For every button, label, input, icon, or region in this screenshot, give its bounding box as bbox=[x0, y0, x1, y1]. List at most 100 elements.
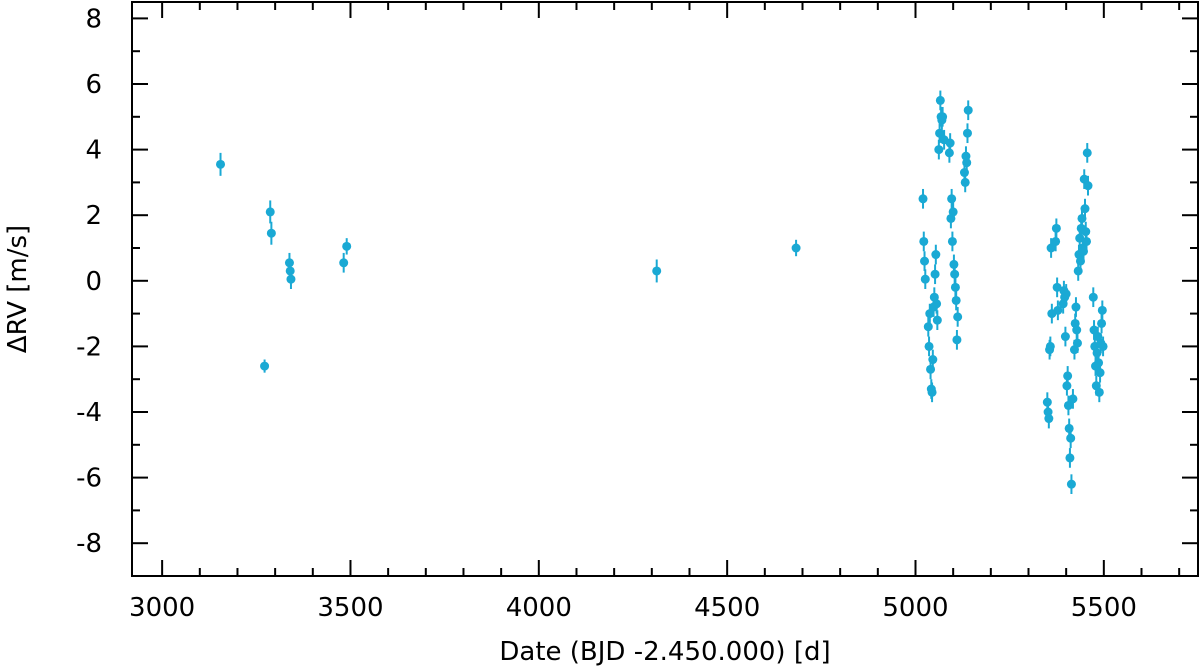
data-marker bbox=[962, 128, 972, 138]
data-marker bbox=[1094, 387, 1104, 397]
data-point bbox=[928, 349, 938, 370]
data-point bbox=[1052, 277, 1062, 298]
data-marker bbox=[1051, 223, 1061, 233]
data-marker bbox=[932, 315, 942, 325]
data-point bbox=[1071, 297, 1081, 317]
data-marker bbox=[934, 145, 944, 155]
data-marker bbox=[920, 274, 930, 284]
data-marker bbox=[286, 274, 296, 284]
data-marker bbox=[1065, 453, 1075, 463]
data-marker bbox=[1080, 204, 1090, 214]
data-marker bbox=[1082, 148, 1092, 158]
data-marker bbox=[216, 159, 226, 169]
data-marker bbox=[1053, 305, 1063, 315]
x-tick-label: 5500 bbox=[1071, 593, 1137, 623]
data-point bbox=[1066, 474, 1076, 494]
data-point bbox=[948, 202, 958, 222]
y-tick-label: -8 bbox=[76, 529, 102, 559]
data-point bbox=[1063, 366, 1073, 386]
data-marker bbox=[931, 250, 941, 260]
data-point bbox=[1061, 284, 1071, 304]
data-point bbox=[951, 290, 961, 311]
data-marker bbox=[652, 266, 662, 276]
data-marker bbox=[1082, 236, 1092, 246]
data-point bbox=[286, 269, 296, 289]
data-point bbox=[1097, 300, 1107, 321]
plot-frame bbox=[131, 1, 1199, 577]
data-marker bbox=[1060, 332, 1070, 342]
data-marker bbox=[960, 177, 970, 187]
data-marker bbox=[1098, 341, 1108, 351]
data-point bbox=[924, 336, 934, 357]
data-point bbox=[1045, 336, 1055, 357]
data-marker bbox=[1072, 338, 1082, 348]
data-marker bbox=[923, 322, 933, 332]
data-marker bbox=[963, 105, 973, 115]
y-tick-label: -4 bbox=[76, 398, 102, 428]
data-marker bbox=[950, 269, 960, 279]
data-point bbox=[260, 359, 270, 373]
data-point bbox=[947, 231, 957, 252]
data-point bbox=[963, 100, 973, 121]
data-point bbox=[265, 200, 275, 224]
data-point bbox=[266, 221, 276, 245]
data-point bbox=[947, 188, 957, 209]
y-tick-label: -2 bbox=[76, 332, 102, 362]
data-marker bbox=[951, 295, 961, 305]
data-marker bbox=[1063, 371, 1073, 381]
data-marker bbox=[1097, 318, 1107, 328]
data-points bbox=[216, 90, 1108, 494]
data-marker bbox=[1072, 325, 1082, 335]
data-point bbox=[1051, 218, 1061, 239]
y-tick-label: 8 bbox=[85, 4, 102, 34]
data-point bbox=[945, 133, 955, 153]
data-point bbox=[1082, 231, 1092, 252]
data-point bbox=[935, 123, 945, 144]
data-marker bbox=[928, 355, 938, 365]
data-marker bbox=[1088, 292, 1098, 302]
data-marker bbox=[952, 335, 962, 345]
data-marker bbox=[935, 128, 945, 138]
data-point bbox=[339, 252, 349, 273]
data-marker bbox=[962, 158, 972, 168]
data-point bbox=[927, 382, 937, 403]
data-point bbox=[1044, 408, 1054, 429]
data-point bbox=[1060, 326, 1070, 347]
x-tick-label: 4500 bbox=[694, 593, 760, 623]
data-marker bbox=[945, 138, 955, 148]
data-point bbox=[938, 106, 948, 127]
data-point bbox=[918, 188, 928, 209]
data-marker bbox=[920, 256, 930, 266]
data-marker bbox=[1052, 282, 1062, 292]
data-marker bbox=[1094, 358, 1104, 368]
data-marker bbox=[1046, 243, 1056, 253]
y-axis-title: ΔRV [m/s] bbox=[3, 225, 33, 353]
data-point bbox=[932, 310, 942, 330]
data-marker bbox=[1095, 368, 1105, 378]
y-tick-label: -6 bbox=[76, 464, 102, 494]
data-marker bbox=[953, 312, 963, 322]
data-marker bbox=[932, 299, 942, 309]
data-marker bbox=[927, 387, 937, 397]
axis-ticks bbox=[132, 2, 1198, 577]
data-marker bbox=[266, 228, 276, 238]
data-point bbox=[923, 316, 933, 337]
data-point bbox=[920, 251, 930, 271]
x-axis-title: Date (BJD -2.450.000) [d] bbox=[499, 637, 830, 667]
data-point bbox=[953, 307, 963, 327]
data-marker bbox=[265, 207, 275, 217]
data-point bbox=[962, 152, 972, 173]
data-marker bbox=[935, 95, 945, 105]
data-point bbox=[216, 152, 226, 176]
tick-labels: 3000 3500 4000 4500 5000 5500 -8 -6 -4 -2 0 2 4 6 8 bbox=[76, 4, 1137, 623]
data-point bbox=[960, 172, 970, 193]
data-marker bbox=[919, 236, 929, 246]
data-point bbox=[1082, 143, 1092, 163]
data-marker bbox=[1061, 289, 1071, 299]
data-marker bbox=[1083, 181, 1093, 191]
data-point bbox=[962, 123, 972, 144]
data-marker bbox=[1079, 174, 1089, 184]
data-point bbox=[1053, 300, 1063, 321]
data-marker bbox=[1071, 302, 1081, 312]
